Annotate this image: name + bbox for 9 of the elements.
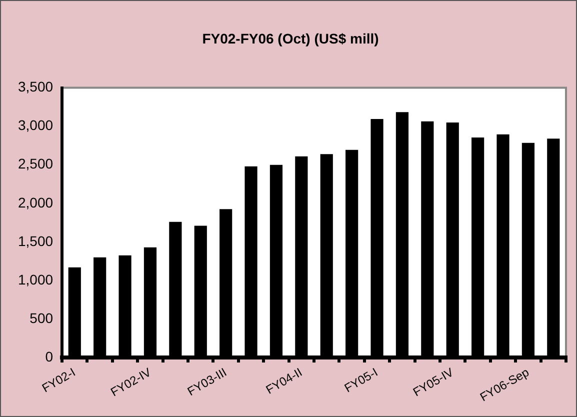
y-tick-label: 2,000 <box>18 194 54 210</box>
y-tick-label: 500 <box>30 310 54 326</box>
y-tick-label: 3,000 <box>18 117 54 134</box>
y-tick-label: 0 <box>45 348 54 364</box>
y-tick-label: 1,000 <box>18 271 54 288</box>
y-tick-label: 1,500 <box>18 232 54 249</box>
y-tick-label: 2,500 <box>18 156 54 172</box>
y-tick-label: 3,500 <box>18 78 54 95</box>
chart-title: FY02-FY06 (Oct) (US$ mill) <box>202 30 379 46</box>
